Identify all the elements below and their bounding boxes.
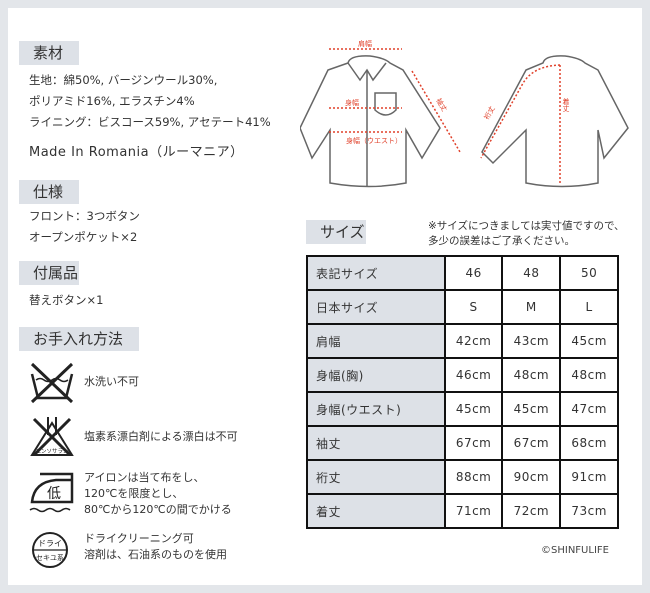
size-cell: 72cm xyxy=(501,493,562,529)
table-row: 表記サイズ 46 48 50 xyxy=(306,255,619,291)
care-text: ドライクリーニング可 溶剤は、石油系のものを使用 xyxy=(84,531,227,563)
accessories-heading: 付属品 xyxy=(19,261,79,285)
care-item: 低 アイロンは当て布をし、 120℃を限度とし、 80℃から120℃の間でかける xyxy=(28,470,298,516)
size-note-line: 多少の誤差はご了承ください。 xyxy=(428,235,575,247)
label-sleeve: 袖丈 xyxy=(434,97,449,114)
table-row: 袖丈 67cm 67cm 68cm xyxy=(306,425,619,461)
copyright: ©SHINFULIFE xyxy=(541,545,609,556)
spec-line: フロント：3つボタン xyxy=(29,209,140,223)
size-cell: M xyxy=(501,289,562,325)
size-note-line: ※サイズにつきましては実寸値ですので、 xyxy=(428,220,625,232)
material-lines: 生地：綿50%, バージンウール30%, ポリアミド16%, エラスチン4% ラ… xyxy=(29,70,271,133)
label-yuki: 裄丈 xyxy=(482,104,497,121)
row-label: 身幅(ウエスト) xyxy=(306,391,446,427)
care-line: アイロンは当て布をし、 xyxy=(84,471,205,484)
label-chest: 身幅 xyxy=(345,98,359,107)
row-label: 裄丈 xyxy=(306,459,446,495)
shirt-diagram: 肩幅 身幅 身幅（ウエスト） 袖丈 裄丈 着丈 xyxy=(300,39,629,188)
size-cell: 45cm xyxy=(559,323,619,359)
size-cell: 67cm xyxy=(501,425,562,461)
size-note: ※サイズにつきましては実寸値ですので、 多少の誤差はご了承ください。 xyxy=(428,219,625,249)
size-cell: 48cm xyxy=(559,357,619,393)
table-row: 身幅(胸) 46cm 48cm 48cm xyxy=(306,357,619,393)
size-cell: 45cm xyxy=(501,391,562,427)
size-cell: 91cm xyxy=(559,459,619,495)
iron-icon-text: 低 xyxy=(47,486,61,502)
size-table: 表記サイズ 46 48 50 日本サイズ S M L 肩幅 42cm 43cm 45cm 身幅(胸) 46… xyxy=(306,255,619,529)
care-text: 水洗い不可 xyxy=(84,375,139,388)
spec-line: オープンポケット×2 xyxy=(29,230,138,244)
care-line: 120℃を限度とし、 xyxy=(84,487,184,500)
size-cell: L xyxy=(559,289,619,325)
size-cell: 68cm xyxy=(559,425,619,461)
material-line: ライニング：ビスコース59%, アセテート41% xyxy=(29,115,271,129)
label-length: 着丈 xyxy=(562,97,570,113)
size-cell: 48cm xyxy=(501,357,562,393)
row-label: 日本サイズ xyxy=(306,289,446,325)
size-cell: 88cm xyxy=(443,459,504,495)
row-label: 着丈 xyxy=(306,493,446,529)
care-item: エンソサラシ 塩素系漂白剤による漂白は不可 xyxy=(28,415,298,459)
table-row: 裄丈 88cm 90cm 91cm xyxy=(306,459,619,495)
size-cell: 46cm xyxy=(443,357,504,393)
size-cell: 50 xyxy=(559,255,619,291)
spec-heading: 仕様 xyxy=(19,180,79,204)
size-cell: 71cm xyxy=(443,493,504,529)
size-cell: 90cm xyxy=(501,459,562,495)
care-text: アイロンは当て布をし、 120℃を限度とし、 80℃から120℃の間でかける xyxy=(84,470,232,518)
table-row: 肩幅 42cm 43cm 45cm xyxy=(306,323,619,359)
spec-lines: フロント：3つボタン オープンポケット×2 xyxy=(29,206,140,248)
size-cell: 42cm xyxy=(443,323,504,359)
material-line: ポリアミド16%, エラスチン4% xyxy=(29,94,195,108)
table-row: 着丈 71cm 72cm 73cm xyxy=(306,493,619,529)
care-line: 80℃から120℃の間でかける xyxy=(84,503,232,516)
size-cell: 67cm xyxy=(443,425,504,461)
size-cell: 73cm xyxy=(559,493,619,529)
label-waist: 身幅（ウエスト） xyxy=(346,136,402,145)
material-line: 生地：綿50%, バージンウール30%, xyxy=(29,73,218,87)
care-line: 溶剤は、石油系のものを使用 xyxy=(84,548,227,561)
care-item: ドライセキユ系 ドライクリーニング可 溶剤は、石油系のものを使用 xyxy=(28,530,298,574)
size-cell: 47cm xyxy=(559,391,619,427)
row-label: 表記サイズ xyxy=(306,255,446,291)
bleach-icon-text: エンソサラシ xyxy=(36,448,69,455)
accessories-line: 替えボタン×1 xyxy=(29,293,104,307)
dry-icon-text: セキユ系 xyxy=(36,553,64,562)
row-label: 肩幅 xyxy=(306,323,446,359)
material-heading: 素材 xyxy=(19,41,79,65)
dry-icon-text: ドライ xyxy=(38,539,62,548)
size-cell: 45cm xyxy=(443,391,504,427)
care-item: 水洗い不可 xyxy=(28,360,298,404)
no-chlorine-bleach-icon: エンソサラシ xyxy=(30,417,74,457)
size-cell: 43cm xyxy=(501,323,562,359)
row-label: 身幅(胸) xyxy=(306,357,446,393)
origin: Made In Romania（ルーマニア） xyxy=(29,145,244,160)
care-line: ドライクリーニング可 xyxy=(84,532,194,545)
label-shoulder: 肩幅 xyxy=(358,39,372,48)
no-wash-icon xyxy=(30,362,74,404)
table-row: 身幅(ウエスト) 45cm 45cm 47cm xyxy=(306,391,619,427)
size-cell: 48 xyxy=(501,255,562,291)
iron-low-icon: 低 xyxy=(29,472,74,513)
size-cell: S xyxy=(443,289,504,325)
table-row: 日本サイズ S M L xyxy=(306,289,619,325)
row-label: 袖丈 xyxy=(306,425,446,461)
size-cell: 46 xyxy=(443,255,504,291)
care-text: 塩素系漂白剤による漂白は不可 xyxy=(84,430,238,443)
size-heading: サイズ xyxy=(306,220,366,244)
care-heading: お手入れ方法 xyxy=(19,327,139,351)
